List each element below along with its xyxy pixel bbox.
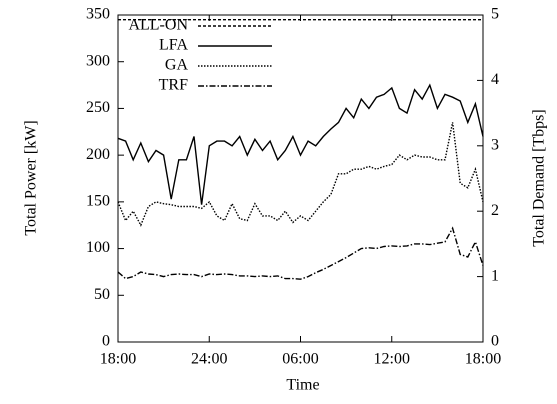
x-tick-label: 12:00 (374, 351, 410, 368)
y2-tick-label: 4 (491, 71, 499, 88)
y-tick-label: 200 (86, 146, 110, 163)
y-tick-label: 50 (94, 286, 110, 303)
legend-label: GA (165, 57, 189, 74)
legend-label: ALL-ON (128, 17, 188, 34)
y2-tick-label: 3 (491, 136, 499, 153)
x-tick-label: 24:00 (191, 351, 227, 368)
y-tick-label: 100 (86, 239, 110, 256)
x-tick-label: 18:00 (100, 351, 136, 368)
y2-tick-label: 2 (491, 202, 499, 219)
y2-tick-label: 1 (491, 267, 499, 284)
legend-label: TRF (159, 77, 188, 94)
y2-axis-label: Total Demand [Tbps] (531, 109, 548, 247)
y-tick-label: 150 (86, 193, 110, 210)
x-axis-label: Time (286, 377, 319, 394)
y-tick-label: 250 (86, 99, 110, 116)
series-line (117, 122, 484, 227)
y-tick-label: 350 (86, 6, 110, 23)
legend-label: LFA (159, 37, 188, 54)
y2-tick-label: 5 (491, 6, 499, 23)
series-line (117, 226, 484, 280)
y-axis-label: Total Power [kW] (23, 120, 40, 235)
x-tick-label: 06:00 (282, 351, 318, 368)
series-line (117, 83, 484, 205)
y-tick-label: 0 (102, 333, 110, 350)
x-tick-label: 18:00 (465, 351, 501, 368)
y2-tick-label: 0 (491, 333, 499, 350)
y-tick-label: 300 (86, 52, 110, 69)
